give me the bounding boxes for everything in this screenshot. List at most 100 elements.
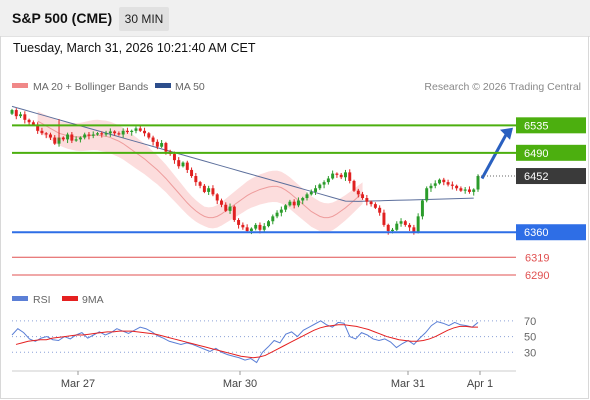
candle-body: [53, 137, 57, 144]
candle: [147, 132, 151, 140]
candle-body: [237, 220, 241, 225]
candle-body: [155, 141, 159, 147]
candle-body: [365, 198, 369, 202]
candle: [125, 127, 129, 134]
candle-body: [36, 124, 40, 131]
candle-body: [463, 189, 467, 191]
candle: [463, 187, 467, 194]
candle-body: [258, 224, 262, 230]
candle-body: [31, 122, 35, 125]
support-label-6360: 6360: [524, 227, 548, 239]
last-price-tag: 6452: [516, 168, 586, 185]
candle-body: [130, 130, 134, 133]
candle-body: [296, 200, 300, 206]
candle: [36, 122, 40, 134]
ma50-line: [11, 105, 474, 202]
candle-body: [40, 130, 44, 134]
candle-body: [211, 188, 215, 195]
candle-body: [224, 204, 228, 211]
price-levels: 6535 6490 6452 6360 6319 6290: [12, 117, 586, 282]
candle: [352, 179, 356, 192]
rsi-tick-70: 70: [524, 316, 536, 328]
candle-body: [117, 133, 121, 135]
candle: [442, 177, 446, 186]
candle-body: [91, 134, 95, 136]
research-credit: Research © 2026 Trading Central: [424, 81, 581, 93]
timeframe-button[interactable]: 30 MIN: [119, 7, 169, 31]
candle-body: [215, 194, 219, 201]
candle-body: [271, 216, 275, 222]
candle-body: [408, 224, 412, 228]
candle: [356, 188, 360, 198]
candle: [100, 131, 104, 138]
candle: [403, 220, 407, 227]
candle: [134, 126, 138, 134]
candle: [232, 205, 236, 222]
candle-body: [125, 130, 129, 133]
resistance-label-6535: 6535: [524, 120, 548, 132]
candle-body: [356, 190, 360, 195]
candle: [155, 139, 159, 150]
candle: [459, 186, 463, 192]
candle-body: [438, 179, 442, 184]
x-tick-label: Apr 1: [467, 378, 493, 390]
candle-body: [66, 134, 70, 140]
candle-body: [202, 185, 206, 192]
candle-body: [100, 133, 104, 135]
candle-body: [83, 134, 87, 138]
candle: [296, 197, 300, 208]
candle: [23, 111, 27, 124]
candle: [160, 139, 164, 148]
candle-body: [70, 134, 74, 141]
candle-body: [275, 212, 279, 217]
target-label-6290: 6290: [525, 270, 549, 282]
candle: [318, 183, 322, 191]
candle-body: [267, 221, 270, 227]
x-tick-label: Mar 30: [223, 378, 257, 390]
candle-body: [331, 173, 335, 179]
candle-body: [245, 227, 249, 232]
candle: [254, 223, 258, 231]
resistance-tag-6535: 6535: [516, 117, 586, 134]
rsi-ma-legend-swatch: [62, 296, 78, 301]
candle: [224, 202, 228, 213]
candle-body: [326, 178, 330, 183]
candle-body: [403, 221, 407, 225]
candle: [117, 131, 121, 136]
forecast-arrow-head: [500, 127, 513, 140]
rsi-legend-swatch: [12, 296, 28, 301]
candle: [66, 132, 70, 144]
candle: [27, 118, 31, 125]
candle: [314, 185, 318, 195]
candle-body: [220, 200, 223, 205]
candle: [108, 128, 112, 137]
candle-body: [399, 221, 403, 224]
candle: [121, 128, 125, 138]
candle-body: [190, 169, 194, 177]
candle-body: [138, 128, 142, 131]
candle: [61, 136, 65, 142]
candle: [305, 192, 309, 201]
candle: [190, 167, 194, 178]
candle-body: [472, 189, 476, 192]
candle-body: [121, 130, 125, 135]
rsi-tick-30: 30: [524, 347, 536, 359]
candle: [446, 179, 450, 187]
candle-body: [78, 137, 82, 140]
candle-body: [262, 226, 266, 230]
candle-body: [185, 162, 189, 170]
target-label-6319: 6319: [525, 252, 549, 264]
candle: [472, 188, 476, 196]
candle-body: [369, 201, 373, 205]
candle-body: [14, 110, 18, 117]
header-bar: S&P 500 (CME) 30 MIN: [0, 0, 590, 37]
time-axis: Mar 27 Mar 30 Mar 31 Apr 1: [12, 370, 516, 390]
candle: [143, 127, 147, 137]
ma20-legend-label: MA 20 + Bollinger Bands: [33, 81, 148, 93]
rsi-line: [11, 320, 479, 364]
candle: [395, 221, 399, 232]
candle-body: [339, 174, 343, 178]
candle: [378, 205, 382, 216]
candle-body: [378, 207, 382, 213]
candle: [331, 170, 335, 180]
